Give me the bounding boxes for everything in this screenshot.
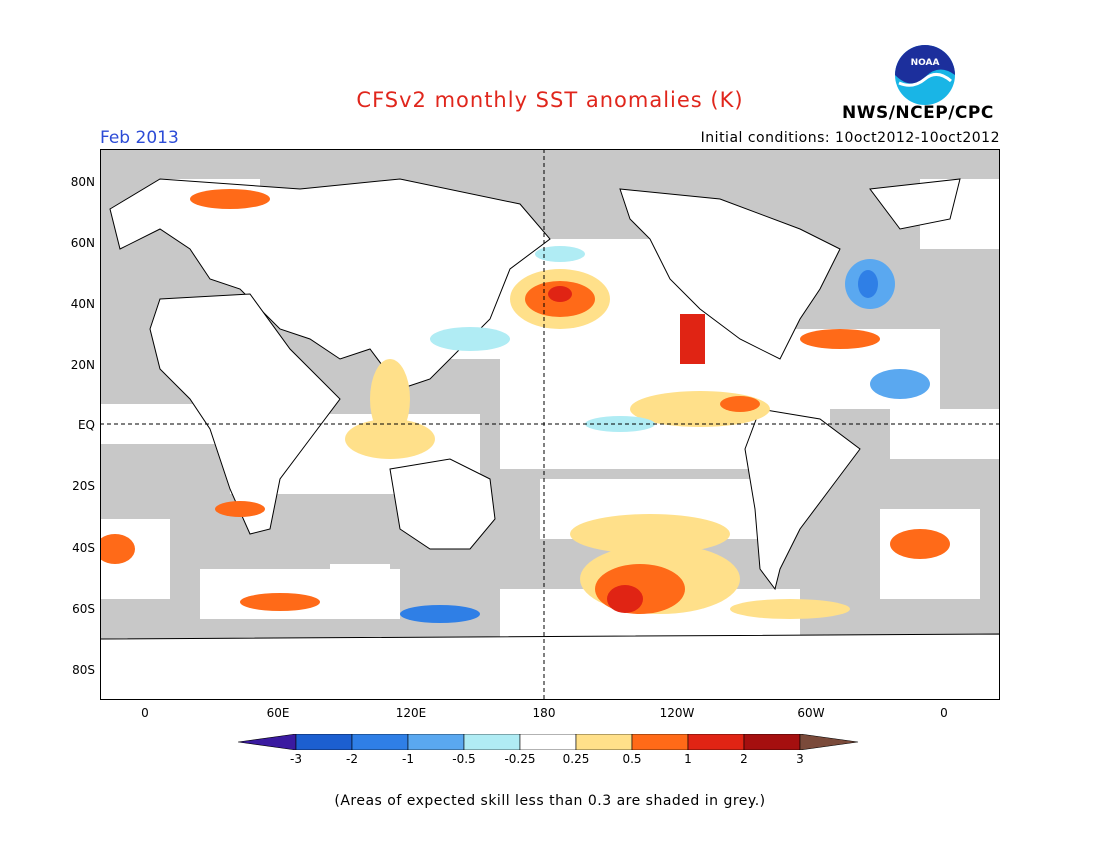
colorbar-segment <box>575 734 633 750</box>
colorbar-label: 0.25 <box>562 752 590 766</box>
colorbar-label: 1 <box>684 752 692 766</box>
lat-label: 40N <box>70 297 95 311</box>
noaa-logo-icon: NOAA <box>895 45 955 105</box>
colorbar-segment <box>687 734 745 750</box>
lat-label: 60S <box>72 602 95 616</box>
colorbar-label: 0.5 <box>622 752 642 766</box>
colorbar-min-arrow <box>238 734 297 750</box>
colorbar-segment <box>463 734 521 750</box>
colorbar-label: 3 <box>796 752 804 766</box>
colorbar-label: -3 <box>290 752 302 766</box>
lat-label: 40S <box>72 541 95 555</box>
chart-title: CFSv2 monthly SST anomalies (K) <box>356 88 744 112</box>
colorbar-max-arrow <box>799 734 859 750</box>
lat-label: 80S <box>72 663 95 677</box>
colorbar-segment <box>519 734 577 750</box>
greenland-outline <box>869 178 961 230</box>
colorbar-label: -1 <box>402 752 414 766</box>
africa-outline <box>149 293 341 535</box>
lon-label: 180 <box>532 706 556 720</box>
sst-anomaly-map <box>100 149 1000 700</box>
valid-month-label: Feb 2013 <box>100 128 179 148</box>
lon-label: 60W <box>797 706 825 720</box>
lat-label: 20S <box>72 479 95 493</box>
north-america-outline <box>619 188 841 360</box>
colorbar <box>238 734 859 750</box>
colorbar-segment <box>351 734 409 750</box>
colorbar-label: 2 <box>740 752 748 766</box>
lon-label: 0 <box>141 706 149 720</box>
positive-anomalies <box>100 189 950 619</box>
antarctica-outline <box>100 633 1000 700</box>
colorbar-segment <box>631 734 689 750</box>
south-america-outline <box>744 408 861 591</box>
lat-label: 80N <box>70 175 95 189</box>
lon-label: 60E <box>266 706 290 720</box>
lat-label: 60N <box>70 236 95 250</box>
agency-label: NWS/NCEP/CPC <box>842 103 994 123</box>
lat-label: 20N <box>70 358 95 372</box>
lon-label: 0 <box>940 706 948 720</box>
colorbar-label: -0.25 <box>504 752 536 766</box>
colorbar-label: -2 <box>346 752 358 766</box>
colorbar-label: -0.5 <box>452 752 476 766</box>
colorbar-segment <box>743 734 801 750</box>
skill-note: (Areas of expected skill less than 0.3 a… <box>334 793 766 809</box>
colorbar-segment <box>295 734 353 750</box>
logo-text: NOAA <box>911 58 940 68</box>
lon-label: 120W <box>659 706 695 720</box>
initial-conditions-label: Initial conditions: 10oct2012-10oct2012 <box>700 130 1000 146</box>
lon-label: 120E <box>395 706 427 720</box>
lat-label: EQ <box>77 418 95 432</box>
colorbar-segment <box>407 734 465 750</box>
australia-outline <box>389 458 496 550</box>
